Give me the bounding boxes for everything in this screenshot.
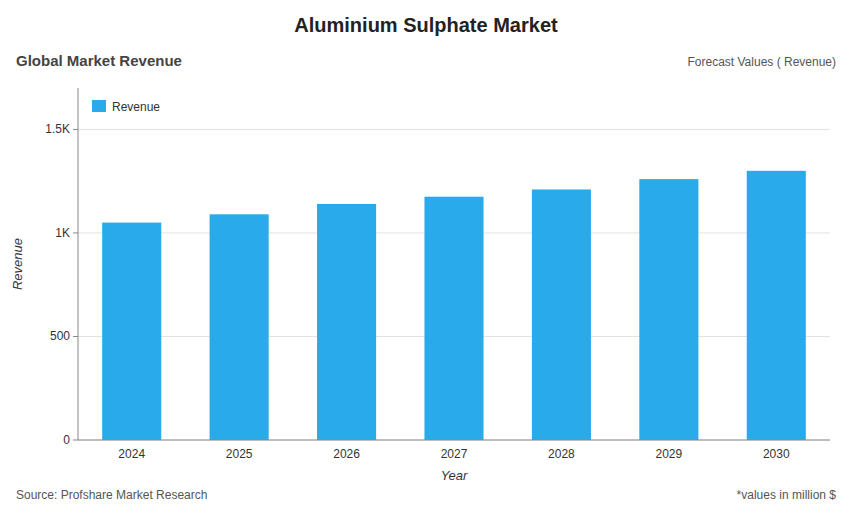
- annotation: Forecast Values ( Revenue): [687, 55, 836, 69]
- x-tick-label: 2024: [118, 447, 145, 461]
- x-tick-label: 2028: [548, 447, 575, 461]
- y-tick-label: 0: [63, 433, 70, 447]
- x-axis-label: Year: [441, 468, 468, 483]
- legend-label: Revenue: [112, 100, 160, 114]
- y-axis-label: Revenue: [10, 238, 25, 290]
- chart-container: Aluminium Sulphate Market Global Market R…: [0, 0, 852, 513]
- background: [0, 0, 852, 513]
- bar: [424, 197, 483, 440]
- y-tick: [73, 440, 78, 441]
- x-tick-label: 2025: [226, 447, 253, 461]
- y-tick-label: 500: [50, 329, 70, 343]
- bar: [317, 204, 376, 440]
- y-tick: [73, 129, 78, 130]
- y-tick: [73, 232, 78, 233]
- bar: [639, 179, 698, 440]
- bar: [102, 223, 161, 440]
- x-tick-label: 2030: [763, 447, 790, 461]
- x-tick-label: 2026: [333, 447, 360, 461]
- bar: [210, 214, 269, 440]
- y-axis-line: [78, 88, 79, 440]
- x-tick-label: 2029: [656, 447, 683, 461]
- chart: Aluminium Sulphate Market Global Market R…: [0, 0, 852, 513]
- subtitle: Global Market Revenue: [16, 52, 182, 69]
- legend: Revenue: [92, 100, 160, 114]
- bar: [747, 171, 806, 440]
- x-tick-label: 2027: [441, 447, 468, 461]
- annotation: *values in million $: [737, 488, 837, 502]
- y-tick-label: 1K: [55, 226, 70, 240]
- y-tick: [73, 336, 78, 337]
- y-tick-label: 1.5K: [45, 122, 70, 136]
- grid-line: [78, 129, 830, 130]
- annotation: Source: Profshare Market Research: [16, 488, 207, 502]
- bar: [532, 189, 591, 440]
- bars: [102, 171, 806, 440]
- title: Aluminium Sulphate Market: [294, 14, 558, 36]
- legend-swatch: [92, 100, 106, 112]
- x-axis-line: [78, 440, 830, 441]
- grid-line: [78, 440, 830, 441]
